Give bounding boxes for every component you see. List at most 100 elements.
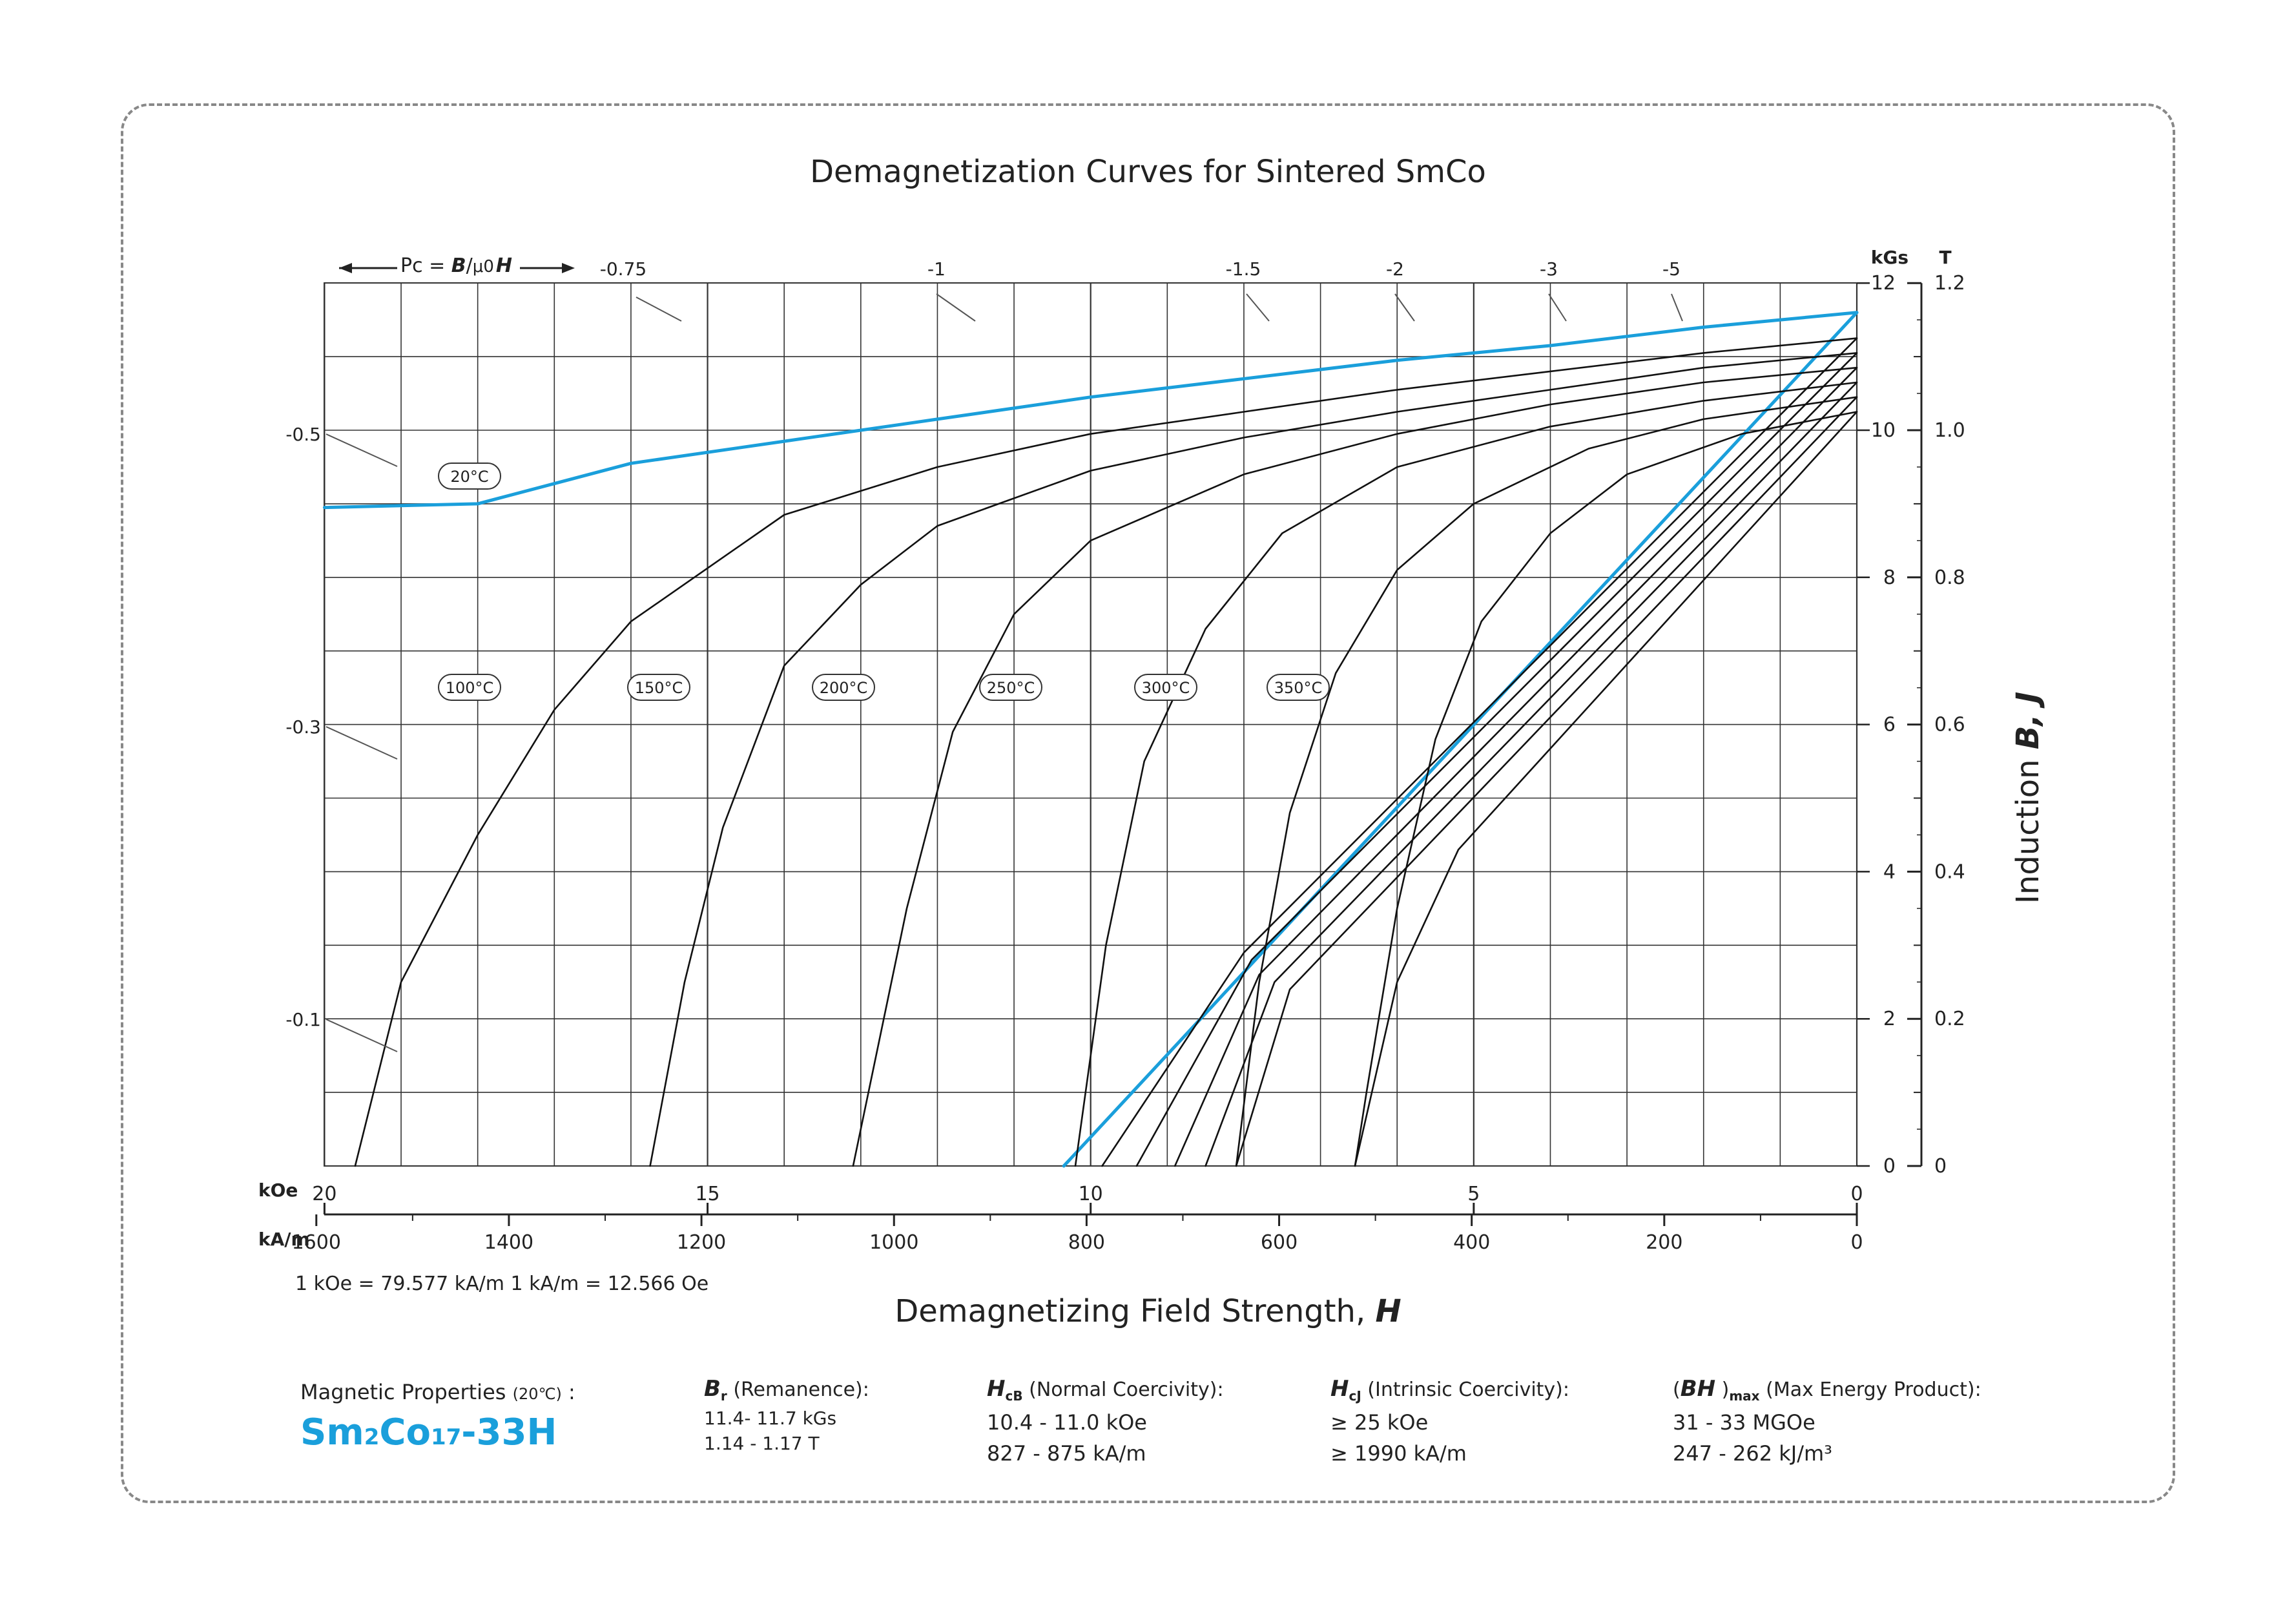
hcj-label: (Intrinsic Coercivity): [1361,1378,1569,1401]
curve-j-200c [852,366,1858,1167]
x-tick-label-kam: 1600 [292,1231,341,1254]
curve-label-box [1267,674,1330,701]
y-axis-title-symbol: B, J [2010,691,2046,750]
y-tick-label-t: 0.4 [1934,860,1965,883]
x-tick-label-kam: 800 [1068,1231,1105,1254]
pc-b: B [451,255,466,277]
permeance-leader-line [936,293,976,322]
hcj-value-1: ≥ 25 kOe [1330,1410,1429,1435]
hcb-symbol: H [987,1376,1006,1402]
curve-b-300c [1235,396,1858,1167]
pc-prefix: Pc = [400,255,451,277]
grade-part-a: Sm [300,1411,364,1453]
y-tick-label-kgs: 6 [1883,714,1896,736]
bh-value-2: 247 - 262 kJ/m³ [1673,1441,1832,1466]
curve-j-150c [649,352,1858,1167]
bh-value-1: 31 - 33 MGOe [1673,1410,1815,1435]
hcb-sub: cB [1005,1388,1023,1404]
x-tick-label-koe: 20 [312,1183,336,1205]
permeance-leader-line [326,726,398,760]
bh-label: (Max Energy Product): [1759,1378,1981,1401]
bh-open: ( [1673,1378,1681,1401]
hcb-value-1: 10.4 - 11.0 kOe [987,1410,1147,1435]
property-remanence: Br (Remanence): 11.4- 11.7 kGs 1.14 - 1.… [704,1376,869,1454]
y-tick-label-kgs: 12 [1871,272,1896,295]
pc-mu: μ0 [472,257,494,276]
x-axis-title: Demagnetizing Field Strength, H [0,1293,2296,1329]
curve-b-100c [1101,337,1858,1167]
y-tick-label-kgs: 8 [1883,567,1896,589]
curve-j-350c [1354,411,1858,1167]
curve-b-350c [1354,411,1858,1167]
curve-label-box [979,674,1042,701]
curve-j-300c [1235,396,1858,1167]
pc-arrow-left-head [339,263,352,273]
permeance-label-top: -0.75 [600,258,646,280]
grade-part-d: 17 [430,1424,462,1450]
bh-sub: max [1729,1388,1760,1404]
curve-b-200c [1174,366,1858,1167]
y-tick-label-t: 0.2 [1934,1008,1965,1030]
permeance-leader-line [636,296,682,322]
br-label: (Remanence): [727,1378,869,1401]
y-axis-t-unit: T [1939,247,1951,268]
x-tick-label-kam: 1200 [677,1231,726,1254]
curve-label-box [812,674,875,701]
x-axis-koe-unit: kOe [258,1180,298,1201]
x-tick-label-kam: 1400 [484,1231,533,1254]
permeance-label-left: -0.3 [285,716,321,738]
curve-label-150c: 150°C [635,679,683,697]
grade-part-e: -33H [461,1411,557,1453]
curve-label-box [438,463,501,490]
x-axis-title-text: Demagnetizing Field Strength, [895,1293,1376,1329]
curve-j-250c [1074,381,1858,1167]
y-tick-label-kgs: 0 [1883,1155,1896,1178]
y-tick-label-kgs: 10 [1871,419,1896,442]
x-tick-label-koe: 15 [695,1183,719,1205]
x-axis-title-symbol: H [1375,1293,1401,1329]
permeance-label-top: -2 [1386,258,1404,280]
permeance-leader-line [1394,293,1415,322]
curve-label-200c: 200°C [820,679,868,697]
x-tick-label-kam: 600 [1261,1231,1298,1254]
chart-title: Demagnetization Curves for Sintered SmCo [810,154,1486,190]
grade-part-b: 2 [364,1424,380,1450]
y-tick-label-t: 1.2 [1934,272,1965,295]
x-tick-label-koe: 10 [1079,1183,1103,1205]
curve-b-250c [1205,381,1858,1167]
permeance-label-top: -5 [1662,258,1681,280]
y-tick-label-t: 0.6 [1934,714,1965,736]
br-value-1: 11.4- 11.7 kGs [704,1408,837,1429]
br-sub: r [720,1388,727,1404]
magnetic-properties-label: Magnetic Properties (20℃) : [300,1380,575,1404]
y-axis-kgs-unit: kGs [1871,247,1908,268]
curve-label-box [438,674,501,701]
x-tick-label-koe: 0 [1850,1183,1863,1205]
curve-label-350c: 350°C [1274,679,1323,697]
permeance-label-top: -1.5 [1226,258,1261,280]
br-symbol: B [704,1376,721,1402]
permeance-label-left: -0.1 [285,1009,321,1030]
property-intrinsic-coercivity: HcJ (Intrinsic Coercivity): ≥ 25 kOe ≥ 1… [1330,1376,1569,1466]
pc-slash: / [466,255,473,277]
permeance-leader-line [1246,293,1270,322]
hcb-label: (Normal Coercivity): [1022,1378,1224,1401]
permeance-leader-line [326,1019,398,1052]
x-tick-label-kam: 0 [1850,1231,1863,1254]
curve-label-250c: 250°C [987,679,1035,697]
grade-part-c: Co [379,1411,431,1453]
curve-j-20c [322,311,1859,510]
mp-suffix: : [561,1380,575,1404]
hcb-value-2: 827 - 875 kA/m [987,1441,1146,1466]
permeance-leader-line [1671,293,1683,322]
hcj-value-2: ≥ 1990 kA/m [1330,1441,1467,1466]
mp-prefix: Magnetic Properties [300,1380,513,1404]
permeance-coefficient-label: Pc = B/μ0 H [400,255,512,277]
curve-b-20c [1062,311,1859,1168]
curve-label-100c: 100°C [446,679,494,697]
permeance-label-top: -3 [1540,258,1558,280]
y-tick-label-t: 0 [1934,1155,1947,1178]
permeance-label-top: -1 [927,258,946,280]
x-tick-label-kam: 1000 [869,1231,918,1254]
